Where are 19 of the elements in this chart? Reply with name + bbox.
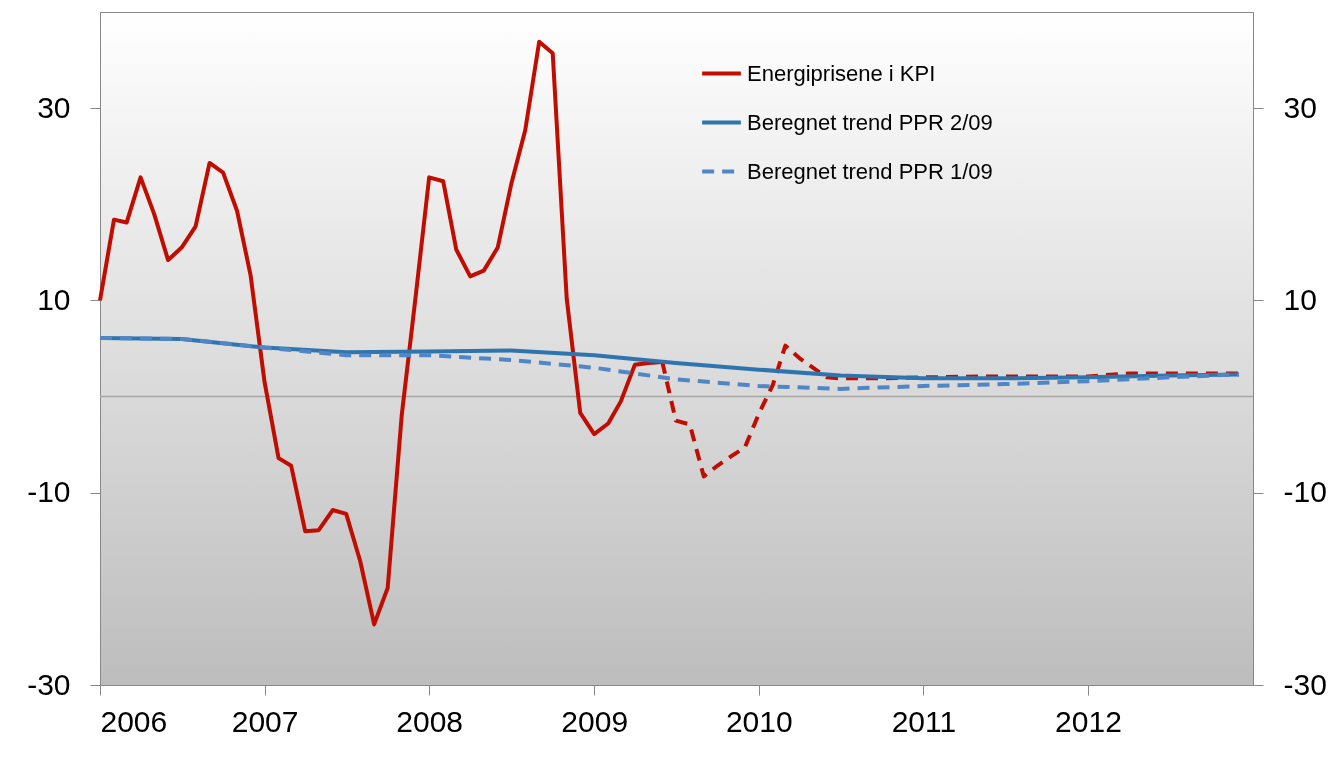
line-series — [98, 335, 1242, 391]
y-tick-label: -30 — [27, 667, 71, 701]
x-tick-label: 2012 — [1055, 704, 1122, 738]
y2-tick-label: 10 — [1283, 282, 1317, 316]
x-tick-label: 2009 — [561, 704, 629, 738]
y2-tick-label: -30 — [1283, 667, 1327, 701]
legend-label: Beregnet trend PPR 2/09 — [747, 109, 993, 135]
y-tick-label: 10 — [37, 282, 71, 316]
y-tick-label: 30 — [37, 90, 71, 124]
legend-label: Beregnet trend PPR 1/09 — [747, 158, 993, 184]
x-tick-label: 2011 — [891, 704, 957, 738]
y2-tick-label: 30 — [1283, 90, 1317, 124]
x-tick-label: 2006 — [100, 704, 168, 738]
x-tick-label: 2010 — [725, 704, 793, 738]
legend-label: Energiprisene i KPI — [747, 60, 936, 86]
y2-tick-label: -10 — [1283, 475, 1327, 509]
y-tick-label: -10 — [27, 475, 71, 509]
x-tick-label: 2007 — [231, 704, 299, 738]
x-tick-label: 2008 — [396, 704, 464, 738]
